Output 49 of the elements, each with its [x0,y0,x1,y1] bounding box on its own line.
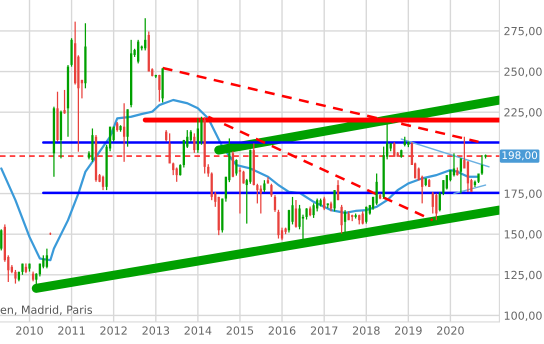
x-tick-label: 2020 [437,326,464,335]
candlestick [193,132,196,154]
x-tick-label: 2010 [16,326,43,335]
y-tick-label: 175,00 [504,189,542,200]
candlestick [340,204,343,234]
candlestick [122,102,126,162]
annotation: en, Madrid, Paris [0,305,92,316]
candlestick [144,18,146,52]
x-tick-label: 2019 [395,326,422,335]
candlestick [137,39,140,64]
x-tick-label: 2015 [226,326,254,335]
x-tick-label: 2018 [352,326,380,335]
candlestick [0,228,2,252]
candlestick [196,118,200,154]
candlestick [63,89,66,114]
y-tick-label: 125,00 [504,270,542,280]
candlestick [362,210,364,226]
candlestick [165,129,168,142]
y-tick-label: 250,00 [504,68,542,78]
x-tick-label: 2014 [184,326,212,335]
candlestick [404,136,406,147]
x-tick-label: 2012 [100,326,127,335]
candlestick [393,142,396,158]
candlestick [260,184,262,214]
y-tick-label: 150,00 [504,230,542,240]
x-tick-label: 2016 [268,326,296,335]
candlestick [358,214,360,226]
y-tick-label: 225,00 [504,108,542,118]
candlestick [235,158,238,176]
candlestick [158,74,161,102]
candlestick [312,202,315,219]
candlestick [176,166,178,182]
y-tick-label: 275,00 [504,26,542,36]
candlestick [323,196,326,211]
candlestick [365,206,368,224]
candlestick [375,172,378,206]
x-tick-label: 2011 [58,326,85,335]
y-tick-label: 100,00 [504,311,542,321]
candlestick [116,121,118,132]
ref-line-label: 198,00 [502,151,538,160]
line-series [0,98,480,262]
candlestick [460,158,462,194]
candlestick [316,198,318,212]
candlestick [308,206,312,217]
x-tick-label: 2013 [142,326,170,335]
candlestick [263,180,266,193]
candlestick [18,270,20,282]
x-tick-label: 2017 [310,326,338,335]
candlestick [435,192,438,221]
